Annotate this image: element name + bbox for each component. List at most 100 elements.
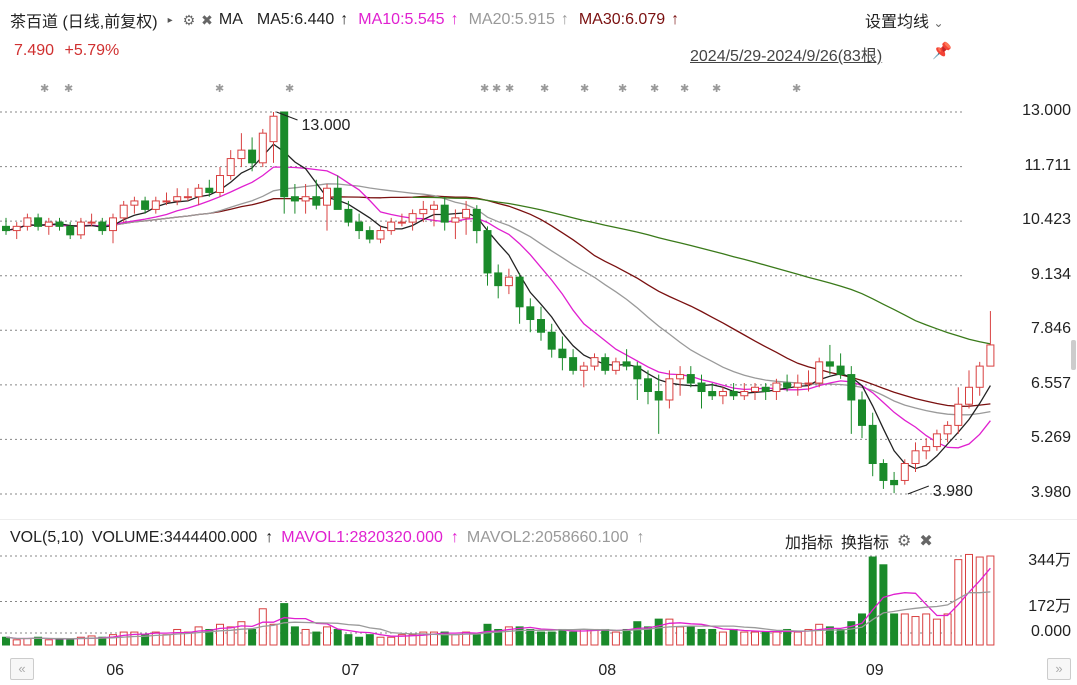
candle-body [451, 217, 460, 223]
price-tick-label: 10.423 [1022, 211, 1071, 229]
close-icon[interactable]: ✖ [201, 11, 213, 28]
candle-body [387, 221, 396, 232]
volume-bar [633, 621, 642, 646]
gear-icon[interactable]: ⚙ [182, 11, 196, 28]
volume-bar [119, 631, 128, 646]
ma-settings-button[interactable]: 设置均线 ⌄ [865, 8, 944, 32]
ma5-line [5, 143, 991, 470]
candle-body [323, 187, 331, 206]
volume-tick-label: 0.000 [1030, 623, 1071, 640]
up-arrow-icon: ↑ [636, 529, 645, 546]
candle-body [515, 276, 524, 308]
date-range[interactable]: 2024/5/29-2024/9/26(83根) [690, 48, 883, 65]
pin-icon[interactable]: 📌 [932, 43, 952, 60]
candle [451, 209, 460, 240]
volume-bar [376, 636, 385, 646]
volume-bar [494, 628, 503, 646]
scroll-handle[interactable] [1071, 340, 1076, 370]
candle [312, 179, 321, 210]
candle [408, 209, 417, 231]
candle [740, 383, 749, 400]
annotation-arrow [907, 485, 929, 495]
volume-bar [151, 631, 160, 646]
candle-body [783, 382, 792, 388]
candle-body [558, 348, 567, 359]
candle [836, 353, 845, 379]
volume-bar [676, 626, 685, 646]
volume-bar [772, 631, 781, 646]
date-tick-label: 08 [598, 662, 617, 679]
price-tick-label: 5.269 [1030, 429, 1071, 447]
volume-bar [858, 613, 866, 646]
volume-bar [44, 639, 53, 646]
ma-label[interactable]: MA [218, 11, 243, 28]
volume-bar [430, 631, 438, 646]
volume-bar [932, 618, 941, 646]
candle [472, 205, 481, 244]
candle-body [440, 204, 449, 223]
volume-bar [751, 631, 759, 646]
volume-bar [804, 628, 813, 646]
candle [922, 438, 931, 460]
date-tick-label: 06 [106, 662, 124, 679]
ma20-line [5, 183, 991, 416]
volume-bar [515, 626, 524, 646]
candle-body [537, 319, 545, 333]
volume-bar [344, 634, 353, 646]
gear-icon[interactable]: ⚙ [897, 533, 912, 550]
event-marker-icon: ✱ [712, 82, 721, 95]
candle-body [248, 149, 257, 164]
price-tick-label: 11.711 [1024, 156, 1071, 174]
volume-bar [526, 628, 535, 646]
volume-bar [365, 634, 374, 646]
candle-body [312, 196, 321, 206]
switch-indicator-button[interactable]: 换指标 [841, 535, 890, 552]
candle [954, 387, 963, 434]
ma60-line [412, 196, 991, 345]
volume-bar [12, 639, 21, 646]
double-chevron-right-icon[interactable]: » [1047, 658, 1071, 680]
candle [151, 196, 160, 214]
candle-body [130, 200, 139, 206]
vol-label[interactable]: VOL(5,10) [10, 529, 84, 546]
settings-label: 设置均线 [865, 14, 930, 31]
indicator-tools: 加指标 换指标 ⚙ ✖ [785, 529, 933, 553]
volume-bar [173, 628, 182, 646]
volume-bar [644, 626, 652, 646]
stock-title[interactable]: 茶百道 (日线,前复权) [10, 14, 158, 31]
candle [87, 213, 96, 227]
volume-bar [23, 638, 32, 646]
candle-body [376, 230, 385, 240]
candle [815, 357, 824, 388]
mavol2-line [5, 591, 991, 640]
double-chevron-left-icon[interactable]: « [10, 658, 34, 680]
candle [430, 200, 438, 227]
candle [697, 374, 706, 409]
candle [547, 323, 556, 358]
candle [868, 412, 877, 477]
candle [301, 183, 310, 214]
volume-bar [922, 613, 931, 646]
close-icon[interactable]: ✖ [919, 533, 933, 550]
candle [975, 361, 984, 396]
triangle-right-icon[interactable]: ▸ [167, 14, 173, 26]
annotation-label: 13.000 [302, 117, 351, 134]
candle-body [141, 200, 150, 210]
candle-body [633, 365, 642, 380]
chevron-down-icon: ⌄ [933, 16, 944, 30]
candle-body [793, 382, 802, 388]
volume-bar [205, 628, 214, 646]
add-indicator-button[interactable]: 加指标 [785, 535, 834, 552]
candle-body [119, 204, 128, 219]
candle [611, 357, 620, 375]
candle-body [183, 196, 192, 199]
candle [387, 217, 396, 235]
candle-body [718, 391, 727, 397]
candle-body [494, 272, 503, 287]
candle [718, 387, 727, 405]
volume-bar [301, 628, 310, 646]
candle [504, 268, 513, 295]
volume-tick-label: 172万 [1028, 597, 1071, 615]
